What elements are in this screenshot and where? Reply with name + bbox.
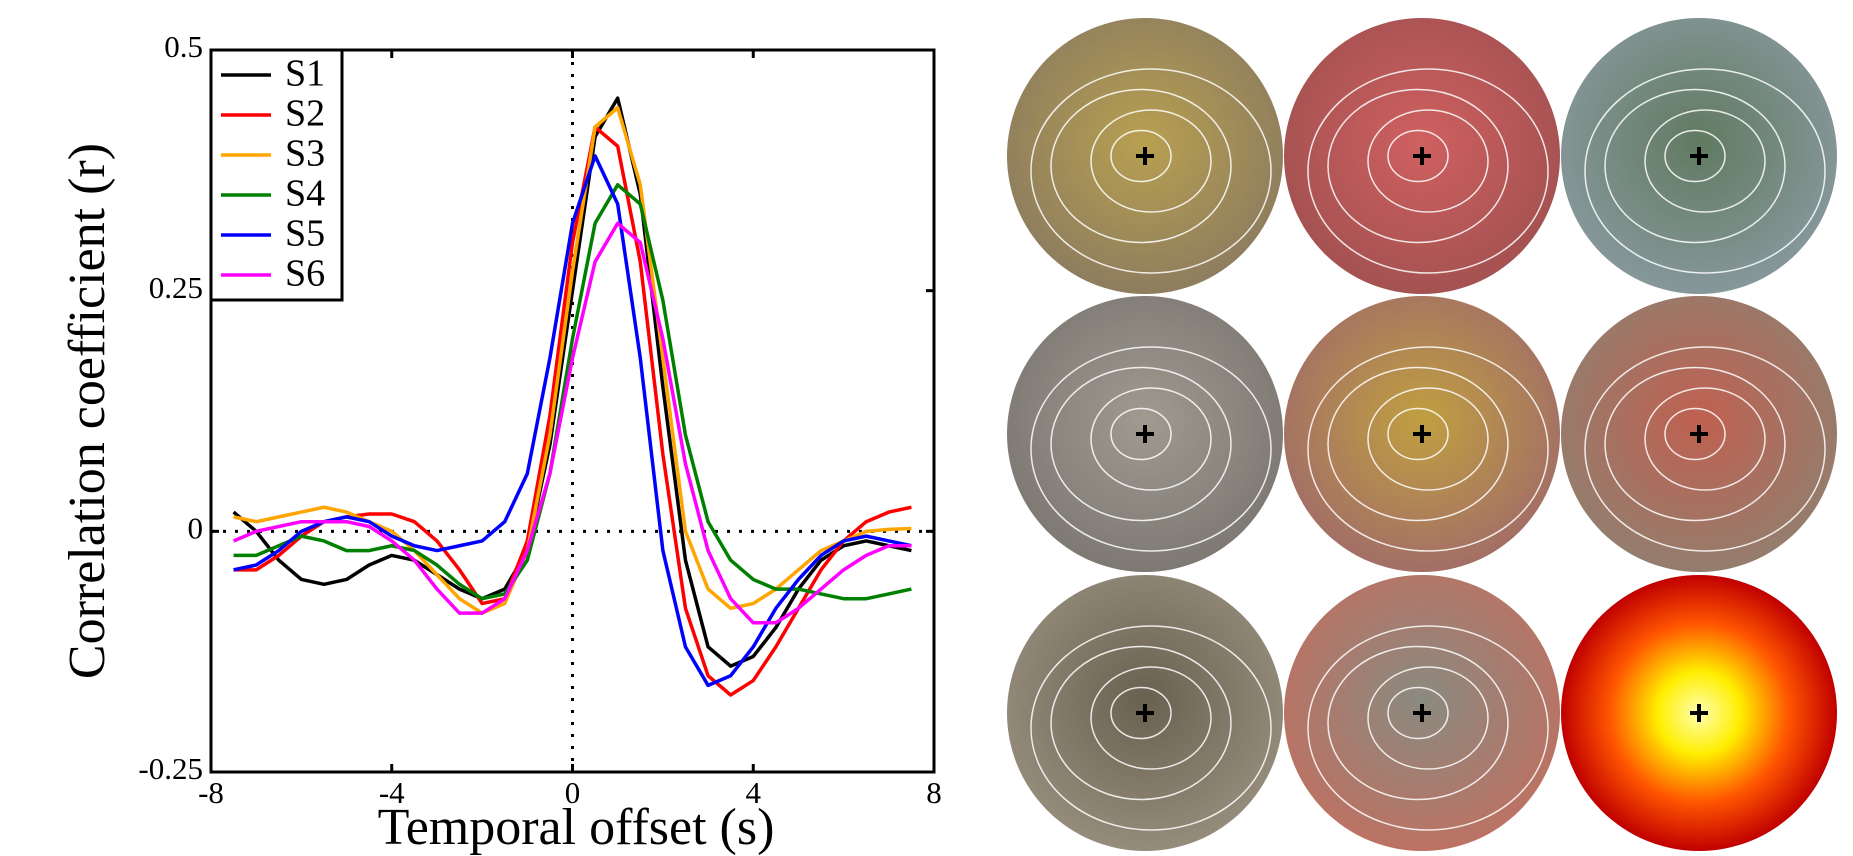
plot-frame <box>209 48 936 774</box>
contour <box>1050 645 1232 801</box>
contour <box>1387 686 1449 740</box>
contour <box>1090 387 1212 491</box>
y-tick-label: -0.25 <box>138 751 203 786</box>
contour <box>1367 109 1489 213</box>
contour <box>1387 407 1449 461</box>
x-tick-label: -4 <box>379 775 405 810</box>
fixation-cross <box>1413 425 1431 443</box>
contour <box>1367 387 1489 491</box>
x-tick-label: 0 <box>565 775 581 810</box>
contour <box>1307 625 1549 831</box>
legend-label: S5 <box>285 213 325 255</box>
contour <box>1030 68 1272 274</box>
contour <box>1367 666 1489 770</box>
contour <box>1604 88 1786 244</box>
legend-label: S6 <box>285 253 325 295</box>
contour <box>1387 129 1449 183</box>
contour <box>1327 366 1509 522</box>
legend-label: S2 <box>285 93 325 135</box>
contour <box>1644 109 1766 213</box>
contour <box>1327 88 1509 244</box>
line-series <box>233 183 912 601</box>
legend-label: S4 <box>285 173 325 215</box>
contour <box>1604 366 1786 522</box>
y-tick-label: 0.5 <box>164 29 203 64</box>
legend-box <box>209 48 344 302</box>
contour <box>1664 407 1726 461</box>
contour <box>1050 88 1232 244</box>
legend-label: S1 <box>285 53 325 95</box>
contour <box>1644 387 1766 491</box>
contour <box>1110 407 1172 461</box>
contour <box>1327 645 1509 801</box>
contour <box>1110 129 1172 183</box>
y-axis-label: Correlation coefficient (r) <box>59 143 116 679</box>
contour <box>1090 109 1212 213</box>
fixation-cross <box>1690 425 1708 443</box>
x-tick-label: 8 <box>926 775 942 810</box>
contour <box>1110 686 1172 740</box>
contour <box>1584 68 1826 274</box>
fixation-cross <box>1136 704 1154 722</box>
contour <box>1050 366 1232 522</box>
y-tick-label: 0 <box>188 510 204 545</box>
legend-label: S3 <box>285 133 325 175</box>
contour <box>1307 346 1549 552</box>
fixation-cross <box>1413 147 1431 165</box>
contour <box>1584 346 1826 552</box>
contour <box>1090 666 1212 770</box>
line-series <box>232 221 912 625</box>
image-grid <box>1007 18 1837 851</box>
fixation-cross <box>1690 704 1708 722</box>
y-tick-label: 0.25 <box>149 270 203 305</box>
x-tick-label: -8 <box>198 775 224 810</box>
line-series <box>233 154 912 688</box>
fixation-cross <box>1413 704 1431 722</box>
fixation-cross <box>1136 425 1154 443</box>
contour <box>1030 625 1272 831</box>
line-series <box>233 106 912 615</box>
fixation-cross <box>1136 147 1154 165</box>
x-axis-label: Temporal offset (s) <box>378 799 775 856</box>
contour <box>1307 68 1549 274</box>
contour <box>1030 346 1272 552</box>
contour <box>1664 129 1726 183</box>
fixation-cross <box>1690 147 1708 165</box>
x-tick-label: 4 <box>746 775 762 810</box>
